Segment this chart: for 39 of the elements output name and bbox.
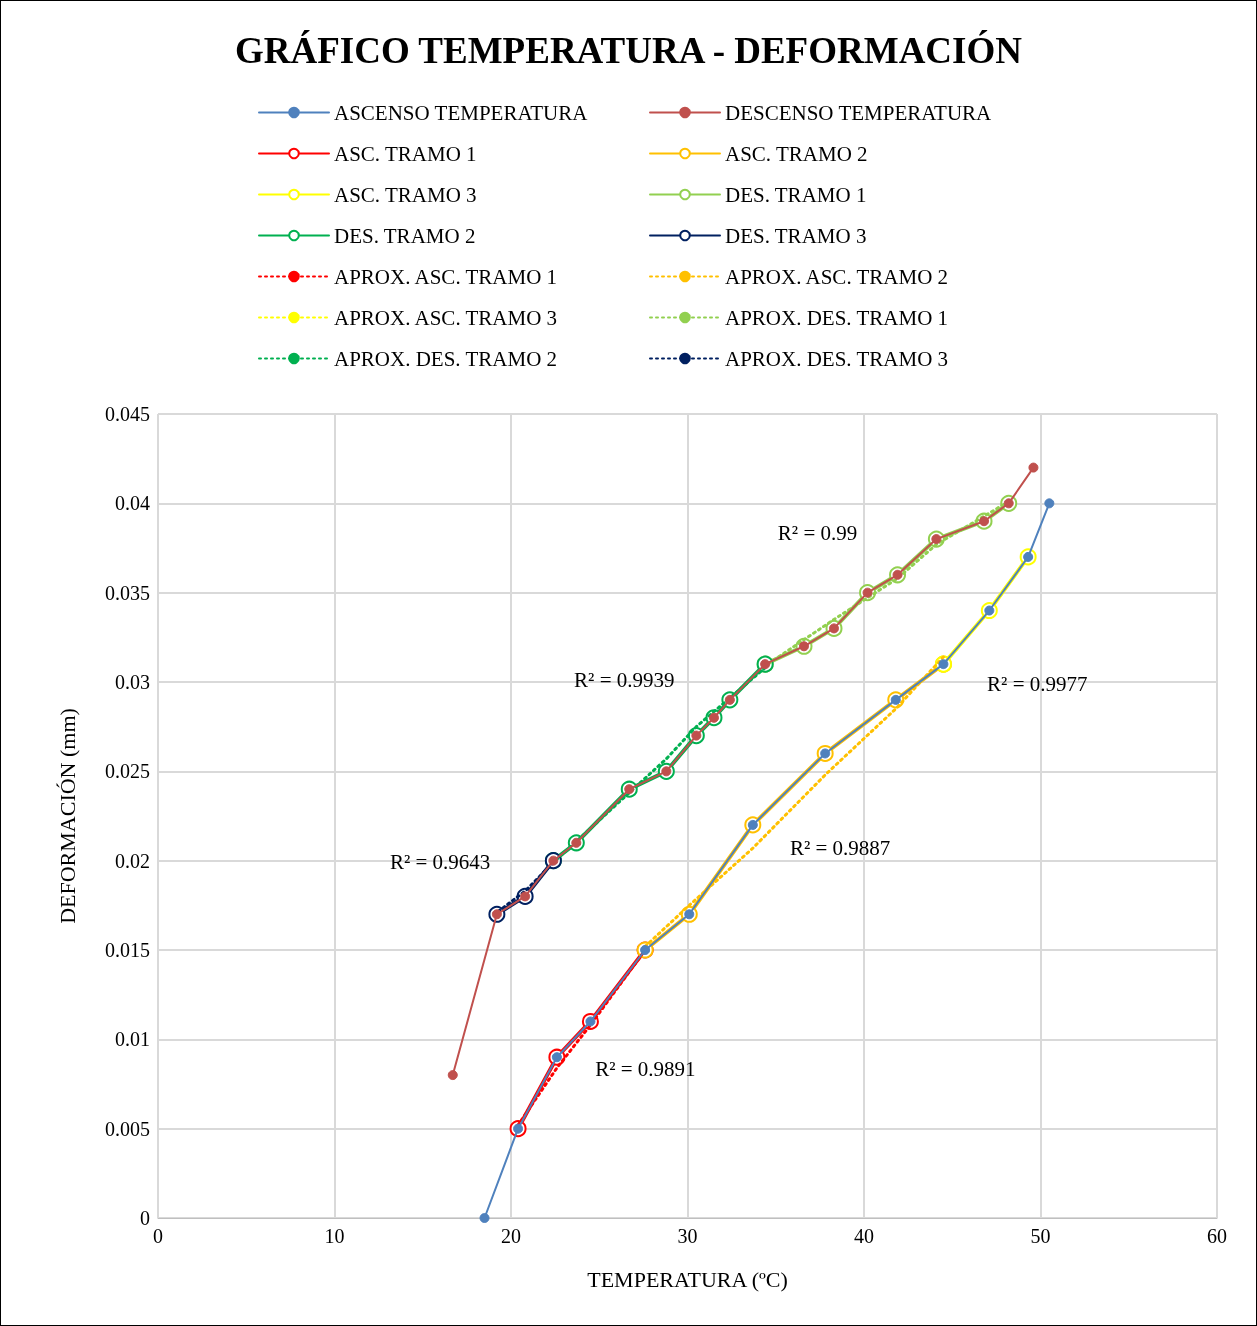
x-tick-label: 30 bbox=[677, 1225, 698, 1247]
legend-label: DES. TRAMO 1 bbox=[725, 182, 867, 207]
legend-label: APROX. ASC. TRAMO 3 bbox=[334, 305, 558, 330]
legend-label: ASCENSO TEMPERATURA bbox=[334, 100, 589, 125]
x-tick-label: 40 bbox=[854, 1225, 874, 1247]
annotation: R² = 0.9643 bbox=[389, 850, 491, 875]
x-tick-label: 50 bbox=[1030, 1225, 1051, 1247]
y-tick-label: 0.01 bbox=[115, 1028, 150, 1051]
legend-label: DES. TRAMO 2 bbox=[334, 223, 476, 248]
legend-label: APROX. ASC. TRAMO 2 bbox=[725, 264, 949, 289]
x-axis-title: TEMPERATURA (ºC) bbox=[587, 1266, 788, 1292]
x-tick-label: 10 bbox=[324, 1225, 345, 1247]
legend-label: DES. TRAMO 3 bbox=[725, 223, 867, 248]
annotation: R² = 0.99 bbox=[777, 521, 858, 546]
y-tick-label: 0.045 bbox=[105, 403, 150, 425]
legend-label: APROX. ASC. TRAMO 1 bbox=[334, 264, 558, 289]
legend-label: APROX. DES. TRAMO 1 bbox=[725, 305, 949, 330]
y-tick-label: 0.04 bbox=[115, 492, 150, 515]
y-tick-label: 0.025 bbox=[105, 760, 150, 783]
legend-label: APROX. DES. TRAMO 2 bbox=[334, 346, 558, 371]
y-tick-label: 0.035 bbox=[105, 581, 150, 604]
legend-label: ASC. TRAMO 1 bbox=[334, 141, 477, 166]
y-axis-title: DEFORMACIÓN (mm) bbox=[54, 708, 80, 924]
y-tick-label: 0 bbox=[140, 1207, 150, 1229]
legend-label: ASC. TRAMO 2 bbox=[725, 141, 868, 166]
legend-label: DESCENSO TEMPERATURA bbox=[725, 100, 993, 125]
x-tick-label: 60 bbox=[1207, 1225, 1227, 1247]
annotation: R² = 0.9939 bbox=[574, 667, 675, 692]
y-tick-label: 0.03 bbox=[115, 671, 150, 693]
y-tick-label: 0.015 bbox=[105, 939, 150, 961]
annotation: R² = 0.9977 bbox=[987, 671, 1088, 696]
annotation: R² = 0.9891 bbox=[595, 1057, 696, 1082]
legend-label: APROX. DES. TRAMO 3 bbox=[725, 346, 949, 371]
annotation: R² = 0.9887 bbox=[789, 835, 891, 860]
y-tick-label: 0.02 bbox=[115, 849, 150, 872]
chart-title: GRÁFICO TEMPERATURA - DEFORMACIÓN bbox=[235, 30, 1023, 71]
y-tick-label: 0.005 bbox=[105, 1117, 150, 1140]
x-tick-label: 20 bbox=[501, 1225, 521, 1247]
legend-label: ASC. TRAMO 3 bbox=[334, 182, 477, 207]
